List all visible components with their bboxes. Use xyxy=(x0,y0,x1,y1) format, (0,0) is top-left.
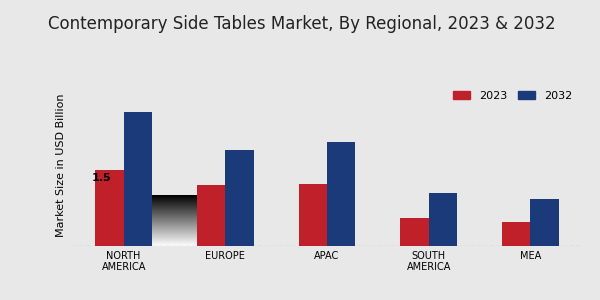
Bar xyxy=(226,150,254,246)
Bar xyxy=(428,193,457,246)
Bar xyxy=(95,170,124,246)
Bar xyxy=(124,112,152,246)
Bar xyxy=(400,218,428,246)
Bar xyxy=(299,184,327,246)
Text: 1.5: 1.5 xyxy=(92,172,112,183)
Y-axis label: Market Size in USD Billion: Market Size in USD Billion xyxy=(56,93,67,237)
Text: Contemporary Side Tables Market, By Regional, 2023 & 2032: Contemporary Side Tables Market, By Regi… xyxy=(48,15,556,33)
Legend: 2023, 2032: 2023, 2032 xyxy=(449,86,577,105)
Bar xyxy=(327,142,355,246)
Bar xyxy=(530,200,559,246)
Bar xyxy=(197,185,226,246)
Bar xyxy=(502,222,530,246)
